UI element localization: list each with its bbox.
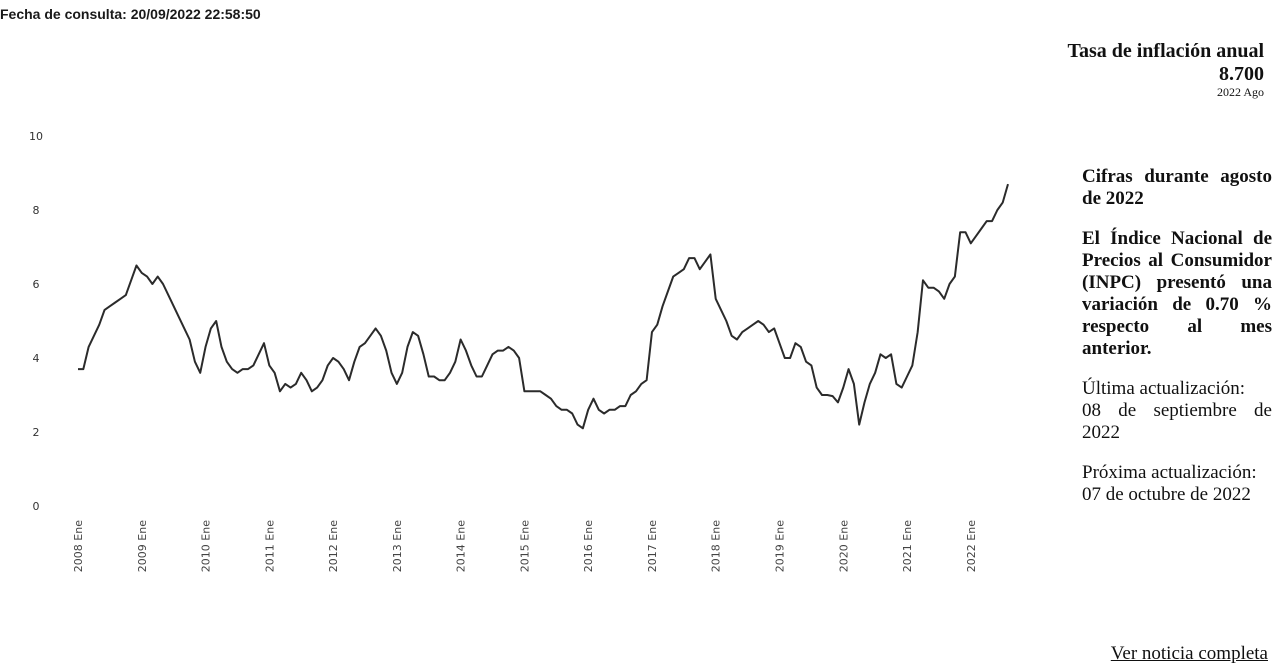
x-tick-label: 2018 Ene [710,520,723,572]
info-intro: Cifras durante agosto de 2022 [1082,166,1272,209]
x-axis: 2008 Ene 2009 Ene 2010 Ene 2011 Ene 2012 Ene… [72,520,978,572]
next-update: Próxima actualización: 07 de octubre de … [1082,462,1272,506]
y-tick-label: 2 [33,426,40,439]
x-tick-label: 2017 Ene [646,520,659,572]
last-update-label: Última actualización: [1082,378,1246,399]
x-tick-label: 2012 Ene [327,520,340,572]
consult-date: Fecha de consulta: 20/09/2022 22:58:50 [0,6,261,22]
x-tick-label: 2020 Ene [837,520,850,572]
inflation-value: 8.700 [1219,63,1264,85]
x-tick-label: 2014 Ene [455,520,468,572]
x-tick-label: 2013 Ene [391,520,404,572]
next-update-value: 07 de octubre de 2022 [1082,484,1251,505]
x-tick-label: 2010 Ene [200,520,213,572]
series-line [78,183,1009,430]
info-panel: Cifras durante agosto de 2022 El Índice … [1082,166,1272,524]
y-tick-label: 4 [33,352,40,365]
y-tick-label: 6 [33,278,40,291]
see-full-news-link[interactable]: Ver noticia completa [1110,643,1268,664]
x-tick-label: 2008 Ene [72,520,85,572]
x-tick-label: 2011 Ene [263,520,276,572]
x-tick-label: 2016 Ene [582,520,595,572]
inflation-period: 2022 Ago [1216,85,1264,99]
next-update-label: Próxima actualización: [1082,462,1257,483]
y-tick-label: 8 [33,204,40,217]
last-update: Última actualización: 08 de septiembre d… [1082,378,1272,444]
inflation-summary: Tasa de inflación anual 8.700 2022 Ago [964,40,1264,100]
last-update-value: 08 de septiembre de 2022 [1082,400,1272,443]
x-tick-label: 2015 Ene [518,520,531,572]
info-body: El Índice Nacional de Precios al Consumi… [1082,228,1272,359]
inflation-title: Tasa de inflación anual [1067,40,1264,62]
x-tick-label: 2021 Ene [901,520,914,572]
y-tick-label: 0 [33,500,40,513]
x-tick-label: 2019 Ene [773,520,786,572]
inflation-line-chart: 0 2 4 6 8 10 2008 Ene 2009 Ene 2010 Ene 2011 Ene… [29,130,1009,572]
x-tick-label: 2009 Ene [136,520,149,572]
y-tick-label: 10 [29,130,43,143]
x-tick-label: 2022 Ene [965,520,978,572]
y-axis: 0 2 4 6 8 10 [29,130,43,513]
